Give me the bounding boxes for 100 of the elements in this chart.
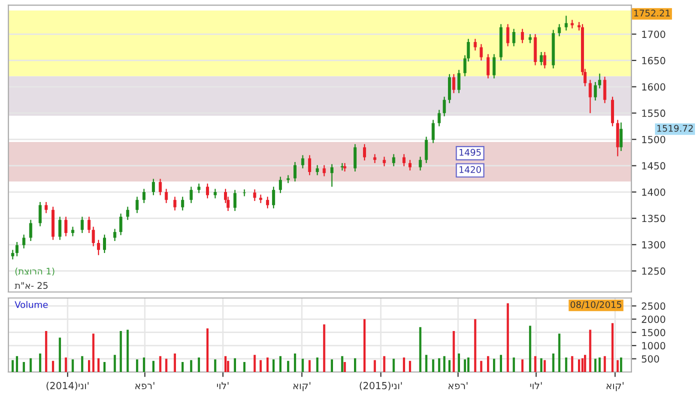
bar [620,357,622,372]
candlestick [103,234,106,254]
bar [392,358,395,372]
bar [279,356,282,372]
bar [126,330,129,372]
bar [474,319,476,372]
y-tick-label: 1450 [642,162,666,170]
bar [206,328,209,372]
x-tick-label: אפר' [135,382,154,390]
candlestick [343,162,346,172]
candlestick [119,213,122,236]
candlestick [438,109,441,127]
candlestick [190,186,193,204]
x-tick-label: (2014)ינו' [46,382,89,390]
bar [594,358,596,372]
candlestick [598,73,602,89]
bar [316,357,318,372]
candlestick [588,79,592,114]
y-tick-label: 1650 [642,56,666,64]
candlestick [448,74,451,104]
bar [39,354,42,372]
candlestick [520,28,524,44]
bar [493,358,496,372]
candlestick [88,216,91,234]
bar [552,354,554,372]
candlestick [620,122,623,152]
bar [88,360,90,372]
y-tick-label: 1300 [642,241,666,248]
candlestick [113,228,116,242]
bar [544,360,546,372]
candlestick [354,144,357,172]
candlestick [173,196,176,211]
candlestick [301,154,304,169]
bar [363,319,366,372]
candlestick [15,241,18,257]
annotation: (תצורה 1) [15,268,54,276]
bar [12,360,14,372]
x-tick-label: אוק' [606,382,624,392]
bar [22,362,25,372]
bar [458,354,460,372]
bar [142,357,146,372]
bar [64,357,67,372]
bar [214,359,216,372]
bar [234,358,236,372]
bar [354,358,356,372]
candlestick [382,156,386,167]
bar [266,357,269,372]
candlestick [543,51,546,69]
y-tick-label: 500 [642,355,660,363]
bar [341,356,344,372]
candlestick [126,206,130,220]
bar [464,359,466,372]
bar [611,323,614,372]
bar [604,356,606,372]
x-tick-label: יול' [217,382,229,390]
candlestick [363,144,366,161]
candlestick [181,196,184,211]
bar [302,358,304,372]
candlestick [322,164,326,177]
bar [308,360,311,372]
candlestick [452,74,456,94]
bar [571,356,574,372]
candlestick [278,176,282,194]
candlestick [64,216,68,237]
bar [16,356,18,372]
bar [506,303,509,372]
x-tick-label: אפר' [448,382,468,390]
bar [120,331,122,372]
candlestick [432,119,435,144]
bar [81,356,84,372]
y-tick-label: 1550 [642,110,666,117]
bar [165,358,168,372]
bar [58,338,61,372]
bar [584,354,586,372]
bar [224,356,227,372]
candlestick [611,96,614,127]
y-tick-label: 1700 [642,30,666,38]
bar [103,362,106,372]
candlestick [564,15,568,32]
candlestick [136,196,139,214]
bar [438,358,440,372]
bar [534,356,536,372]
bar [558,334,560,372]
y-tick-label: 1600 [642,83,666,91]
candlestick [214,188,217,199]
bar [467,357,470,372]
candlestick [603,76,606,104]
candlestick [316,164,319,176]
candlestick [11,249,14,260]
bar [616,360,619,372]
text: 1752.21 [634,10,670,16]
bar [374,360,376,372]
candlestick [38,201,42,227]
bar [294,354,296,372]
bar [425,354,428,372]
bar [254,354,256,372]
bar [198,357,200,372]
x-tick-label: (2015)ינו' [360,382,402,390]
y-tick-label: 2000 [642,316,666,323]
bar [419,327,422,372]
